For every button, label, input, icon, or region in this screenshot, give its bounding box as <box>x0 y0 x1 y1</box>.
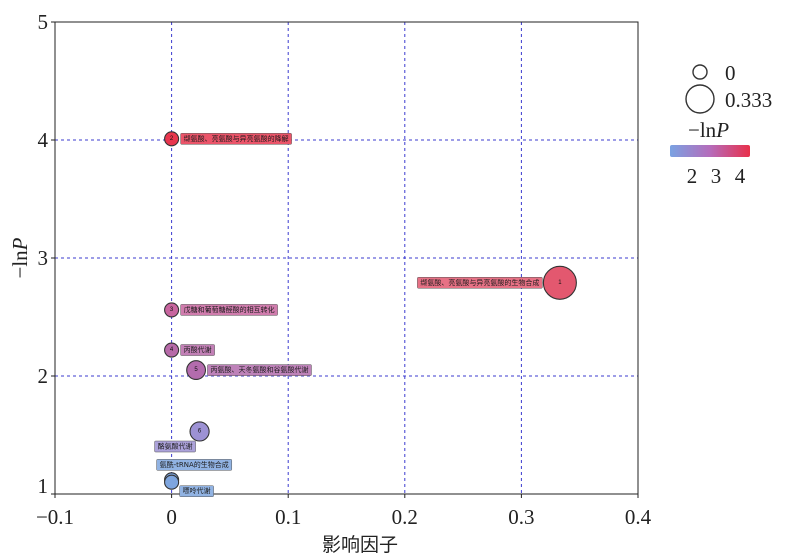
point-label: 丙氨酸、天冬氨酸和谷氨酸代谢 <box>210 365 308 374</box>
x-tick-label: −0.1 <box>36 505 74 529</box>
colorbar <box>670 145 750 157</box>
point-label: 缬氨酸、亮氨酸与异亮氨酸的降解 <box>184 134 289 143</box>
bubble <box>164 131 180 147</box>
size-legend-label-min: 0 <box>725 61 736 85</box>
point-label: 嘌呤代谢 <box>183 486 211 495</box>
bubble <box>164 342 180 358</box>
point-label: 戊糖和葡萄糖醛酸的相互转化 <box>184 305 275 314</box>
bubble <box>164 302 180 318</box>
color-legend: −lnP 2 3 4 <box>670 118 750 188</box>
point-label-box <box>207 364 312 376</box>
y-tick-label: 5 <box>38 10 49 34</box>
size-legend: 0 0.333 <box>685 61 772 114</box>
point-label-box <box>180 133 292 145</box>
size-legend-label-max: 0.333 <box>725 88 772 112</box>
x-axis-title: 影响因子 <box>322 534 398 556</box>
data-points: 缬氨酸、亮氨酸与异亮氨酸的生物合成 1 缬氨酸、亮氨酸与异亮氨酸的降解 2 戊糖和葡萄糖… <box>154 131 577 497</box>
y-axis-title-variable: P <box>8 237 32 251</box>
bubble <box>164 474 180 490</box>
x-tick-label: 0.1 <box>275 505 301 529</box>
bubble-number: 2 <box>170 136 174 142</box>
grid-lines <box>55 22 638 494</box>
point-label: 缬氨酸、亮氨酸与异亮氨酸的生物合成 <box>420 278 539 287</box>
y-axis-title-text: −ln <box>8 250 32 279</box>
point-label-box <box>180 344 215 356</box>
point-label-box <box>156 459 233 471</box>
color-legend-title-text: −ln <box>688 118 717 142</box>
data-point-5: 丙氨酸、天冬氨酸和谷氨酸代谢 5 <box>186 360 312 381</box>
point-label: 丙酸代谢 <box>184 345 212 354</box>
bubble-number: 5 <box>194 367 198 373</box>
point-label: 酪氨酸代谢 <box>158 442 193 451</box>
point-label-box <box>179 485 214 497</box>
bubble-number: 6 <box>198 428 202 434</box>
y-tick-label: 2 <box>38 364 49 388</box>
bubble <box>542 265 577 300</box>
point-label-box <box>180 304 278 316</box>
data-point-2: 缬氨酸、亮氨酸与异亮氨酸的降解 2 <box>164 131 292 147</box>
data-point-6: 酪氨酸代谢 6 <box>154 421 210 453</box>
x-tick-label: 0.4 <box>625 505 652 529</box>
point-label-box <box>417 277 543 289</box>
y-axis: 1 2 3 4 5 <box>38 10 55 498</box>
bubble <box>186 360 207 381</box>
y-axis-title: −lnP <box>8 237 32 278</box>
x-tick-label: 0.2 <box>392 505 418 529</box>
colorbar-tick-label: 4 <box>735 164 746 188</box>
y-tick-label: 3 <box>38 246 49 270</box>
size-legend-large-circle <box>685 84 715 114</box>
colorbar-tick-label: 2 <box>687 164 698 188</box>
data-point-4: 丙酸代谢 4 <box>164 342 215 358</box>
color-legend-title: −lnP <box>688 118 729 142</box>
color-legend-title-variable: P <box>715 118 729 142</box>
bubble <box>189 421 210 442</box>
plot-frame <box>54 21 639 495</box>
bubble-number: 3 <box>170 307 174 313</box>
size-legend-small-circle <box>692 64 708 80</box>
point-label: 氨酰-tRNA的生物合成 <box>160 460 229 469</box>
x-axis: −0.1 0 0.1 0.2 0.3 0.4 <box>36 494 652 529</box>
point-label-box <box>154 440 196 453</box>
data-point-1: 缬氨酸、亮氨酸与异亮氨酸的生物合成 1 <box>417 265 577 300</box>
x-tick-label: 0.3 <box>508 505 534 529</box>
bubble-number: 4 <box>170 347 174 353</box>
data-point: 嘌呤代谢 <box>164 474 214 497</box>
data-point-3: 戊糖和葡萄糖醛酸的相互转化 3 <box>164 302 278 318</box>
y-tick-label: 1 <box>38 474 49 498</box>
bubble-number: 1 <box>558 280 562 286</box>
colorbar-tick-label: 3 <box>711 164 722 188</box>
x-tick-label: 0 <box>166 505 177 529</box>
y-tick-label: 4 <box>38 128 49 152</box>
